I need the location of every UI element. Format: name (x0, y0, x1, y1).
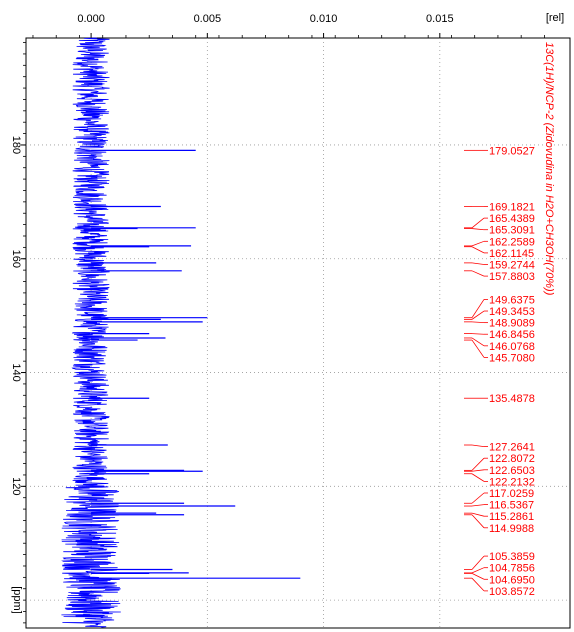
peak-label-connector (472, 338, 484, 346)
peak-label: 165.4389 (489, 213, 535, 225)
peak-label-connector (472, 573, 484, 579)
spectrum-trace (61, 38, 300, 628)
peak-label-connector (472, 474, 484, 482)
peak-label: 122.8072 (489, 453, 535, 465)
peak-label: 104.7856 (489, 563, 535, 575)
peak-label-connector (472, 470, 484, 471)
peak-label-connector (472, 556, 484, 569)
peak-label: 122.2132 (489, 476, 535, 488)
peak-label: 157.8803 (489, 271, 535, 283)
peak-label: 115.2861 (489, 511, 534, 523)
peak-label: 114.9988 (489, 523, 534, 535)
peak-label: 122.6503 (489, 465, 535, 477)
y-tick-label: 180 (10, 136, 22, 154)
peak-label-connector (472, 229, 484, 230)
peak-label-connector (472, 271, 484, 276)
peak-labels: 179.0527 169.1821165.4389165.3091162.2589… (464, 145, 535, 598)
x-tick-label: 0.010 (310, 13, 338, 25)
y-tick-label: 160 (10, 250, 22, 268)
peak-label-connector (472, 218, 484, 228)
peak-label: 159.2744 (489, 260, 535, 272)
peak-label-connector (472, 334, 484, 335)
chart-title: 13C(1H)/NCP-2 (Zidovudina in H2O+CH3OH(7… (543, 42, 555, 296)
peak-label-connector (472, 493, 484, 503)
peak-label: 105.3859 (489, 551, 535, 563)
peak-label-connector (472, 322, 484, 323)
peak-label: 103.8572 (489, 586, 535, 598)
y-tick-label: 140 (10, 363, 22, 381)
peak-label: 145.7080 (489, 352, 535, 364)
peak-label-connector (472, 340, 484, 357)
peak-label-connector (472, 505, 484, 506)
peak-label: 179.0527 (489, 145, 535, 157)
x-tick-label: 0.000 (77, 13, 105, 25)
peak-label: 149.3453 (489, 306, 535, 318)
peak-label: 146.8456 (489, 329, 535, 341)
peak-label-connector (472, 578, 484, 591)
peak-label-connector (472, 515, 484, 528)
x-axis-label: [rel] (546, 12, 564, 24)
peak-label-connector (472, 247, 484, 253)
peak-label: 148.9089 (489, 318, 535, 330)
peak-label: 146.0768 (489, 341, 535, 353)
x-tick-label: 0.005 (194, 13, 222, 25)
peak-label: 165.3091 (489, 225, 535, 237)
x-tick-label: 0.015 (426, 13, 454, 25)
peak-label-connector (472, 513, 484, 516)
peak-label: 162.2589 (489, 236, 535, 248)
peak-label: 127.2641 (489, 442, 535, 454)
peak-label: 104.6950 (489, 574, 535, 586)
peak-label-connector (472, 458, 484, 470)
y-tick-label: 120 (10, 477, 22, 495)
peak-label-connector (472, 445, 484, 447)
peak-label: 135.4878 (489, 393, 535, 405)
peak-label-connector (472, 241, 484, 246)
peak-label-connector (472, 568, 484, 573)
peak-label: 149.6375 (489, 294, 535, 306)
peak-label: 117.0259 (489, 488, 534, 500)
y-axis-label: [ppm] (11, 586, 23, 614)
peak-label: 116.5367 (489, 500, 534, 512)
peak-label: 169.1821 (489, 202, 535, 214)
peak-label-connector (472, 263, 484, 265)
peak-label: 162.1145 (489, 248, 534, 260)
